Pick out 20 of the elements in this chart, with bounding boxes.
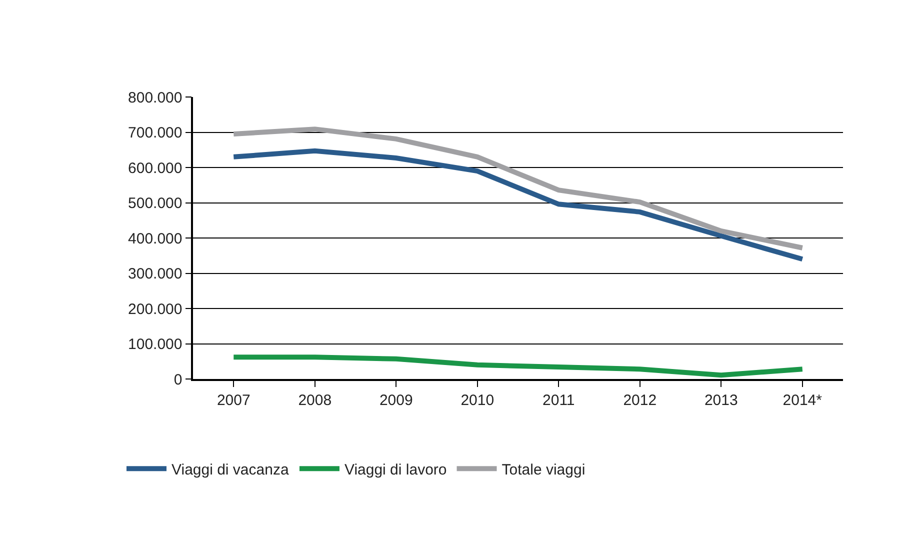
x-tick-label: 2010: [460, 392, 494, 409]
x-tick-label: 2011: [542, 392, 575, 409]
y-tick-label: 600.000: [128, 160, 182, 177]
x-tick-label: 2007: [216, 392, 250, 409]
y-tick-label: 400.000: [128, 230, 182, 248]
x-tick-label: 2009: [379, 392, 413, 409]
x-tick-label: 2012: [623, 392, 657, 409]
x-tick-label: 2008: [298, 392, 332, 409]
y-tick-label: 300.000: [128, 266, 182, 282]
y-tick-label: 500.000: [128, 195, 182, 212]
y-tick-label: 800.000: [128, 89, 182, 106]
y-tick-label: 0: [174, 371, 182, 388]
legend-label: Viaggi di lavoro: [344, 461, 447, 478]
y-tick-label: 100.000: [128, 336, 182, 353]
y-tick-label: 200.000: [128, 300, 182, 318]
x-tick-label: 2014*: [782, 392, 822, 409]
legend-label: Totale viaggi: [502, 461, 586, 478]
y-tick-label: 700.000: [128, 124, 182, 142]
x-tick-label: 2013: [704, 392, 738, 409]
legend-label: Viaggi di vacanza: [172, 461, 290, 478]
